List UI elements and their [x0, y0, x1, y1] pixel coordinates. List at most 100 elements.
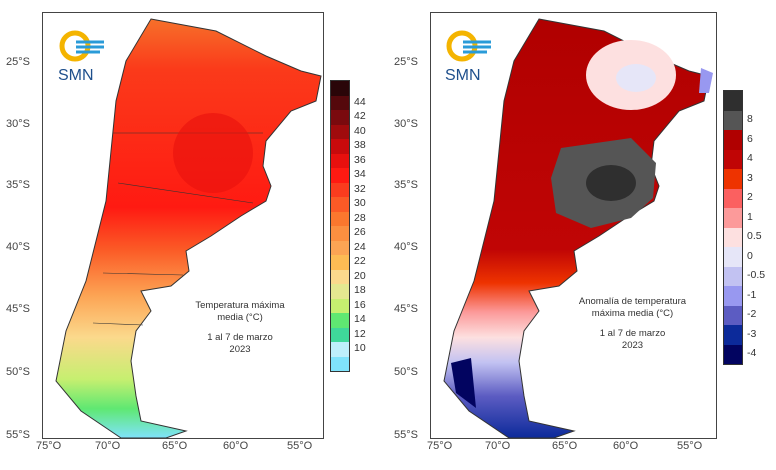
- legend-swatch: [331, 153, 349, 168]
- legend-label: 3: [747, 171, 753, 184]
- temperature-anomaly-map: [443, 18, 713, 439]
- lon-label: 55°O: [677, 440, 703, 452]
- left-map-frame: [42, 12, 324, 439]
- legend-swatch: [724, 188, 742, 208]
- lat-label: 25°S: [394, 56, 418, 68]
- lon-label: 75°O: [36, 440, 62, 452]
- legend-swatch: [331, 168, 349, 183]
- lat-label: 25°S: [6, 56, 30, 68]
- legend-label: 1: [747, 210, 753, 223]
- legend-swatch: [331, 342, 349, 357]
- legend-label: 28: [354, 211, 366, 224]
- legend-label: 4: [747, 152, 753, 165]
- legend-swatch: [331, 284, 349, 299]
- anomaly-legend: [723, 90, 743, 365]
- legend-swatch: [331, 182, 349, 197]
- legend-label: -4: [747, 347, 757, 360]
- lat-label: 40°S: [394, 241, 418, 253]
- legend-label: -1: [747, 288, 757, 301]
- caption-year: 2023: [621, 340, 644, 351]
- legend-label: 36: [354, 153, 366, 166]
- legend-swatch: [724, 130, 742, 150]
- caption-period: 1 al 7 de marzo: [207, 332, 273, 343]
- lat-label: 30°S: [6, 118, 30, 130]
- lat-label: 35°S: [6, 179, 30, 191]
- legend-swatch: [724, 110, 742, 130]
- legend-label: 18: [354, 284, 366, 297]
- legend-swatch: [331, 298, 349, 313]
- legend-label: 0: [747, 249, 753, 262]
- legend-swatch: [331, 124, 349, 139]
- legend-swatch: [331, 197, 349, 212]
- legend-label: 44: [354, 95, 366, 108]
- caption-line: Temperatura máxima: [195, 300, 285, 311]
- legend-label: 12: [354, 327, 366, 340]
- legend-swatch: [724, 227, 742, 247]
- caption-line: media (°C): [217, 312, 263, 323]
- legend-swatch: [331, 313, 349, 328]
- legend-swatch: [724, 286, 742, 306]
- legend-label: 30: [354, 197, 366, 210]
- legend-swatch: [331, 95, 349, 110]
- smn-logo: SMN: [445, 30, 495, 85]
- legend-swatch: [724, 344, 742, 364]
- argentina-shape: [443, 18, 710, 439]
- legend-label: 20: [354, 269, 366, 282]
- legend-label: 38: [354, 139, 366, 152]
- legend-label: -3: [747, 327, 757, 340]
- lat-label: 45°S: [6, 303, 30, 315]
- legend-swatch: [331, 327, 349, 342]
- caption-period: 1 al 7 de marzo: [599, 328, 666, 339]
- left-panel: SMN 25°S 30°S 35°S 40°S 45°S 50°S 55°S 7…: [6, 12, 366, 452]
- caption-line: máxima media (°C): [591, 308, 674, 319]
- temperature-legend: [330, 80, 350, 372]
- caption-year: 2023: [229, 344, 251, 355]
- legend-swatch: [724, 247, 742, 267]
- lat-label: 40°S: [6, 241, 30, 253]
- legend-swatch: [724, 266, 742, 286]
- lat-label: 50°S: [394, 366, 418, 378]
- lat-label: 30°S: [394, 118, 418, 130]
- lat-label: 50°S: [6, 366, 30, 378]
- legend-swatch: [724, 149, 742, 169]
- left-caption: Temperatura máxima media (°C) 1 al 7 de …: [185, 300, 295, 356]
- legend-swatch: [331, 269, 349, 284]
- legend-label: 24: [354, 240, 366, 253]
- right-panel: SMN 25°S 30°S 35°S 40°S 45°S 50°S 55°S 7…: [390, 0, 776, 470]
- lon-label: 60°O: [613, 440, 639, 452]
- legend-label: 42: [354, 110, 366, 123]
- legend-swatch: [724, 325, 742, 345]
- lon-label: 60°O: [223, 440, 249, 452]
- legend-swatch: [331, 139, 349, 154]
- legend-swatch: [724, 91, 742, 111]
- legend-label: 6: [747, 132, 753, 145]
- lon-label: 65°O: [552, 440, 578, 452]
- legend-label: 22: [354, 255, 366, 268]
- max-temperature-map: [55, 18, 322, 439]
- smn-sun-icon: [446, 30, 491, 62]
- legend-swatch: [724, 208, 742, 228]
- legend-swatch: [331, 356, 349, 371]
- argentina-shape: [55, 18, 322, 439]
- legend-swatch: [331, 110, 349, 125]
- legend-swatch: [331, 81, 349, 96]
- lon-label: 70°O: [485, 440, 511, 452]
- right-map-frame: [430, 12, 717, 439]
- lat-label: 35°S: [394, 179, 418, 191]
- smn-logo: SMN: [58, 30, 108, 85]
- lat-label: 55°S: [394, 429, 418, 441]
- legend-label: 8: [747, 113, 753, 126]
- legend-label: 26: [354, 226, 366, 239]
- right-caption: Anomalía de temperatura máxima media (°C…: [570, 296, 695, 352]
- lat-label: 45°S: [394, 303, 418, 315]
- legend-label: 2: [747, 191, 753, 204]
- legend-swatch: [331, 211, 349, 226]
- smn-sun-icon: [59, 30, 104, 62]
- legend-swatch: [331, 226, 349, 241]
- legend-swatch: [331, 255, 349, 270]
- legend-label: 16: [354, 298, 366, 311]
- legend-label: 14: [354, 313, 366, 326]
- lon-label: 65°O: [162, 440, 188, 452]
- legend-swatch: [724, 305, 742, 325]
- legend-swatch: [331, 240, 349, 255]
